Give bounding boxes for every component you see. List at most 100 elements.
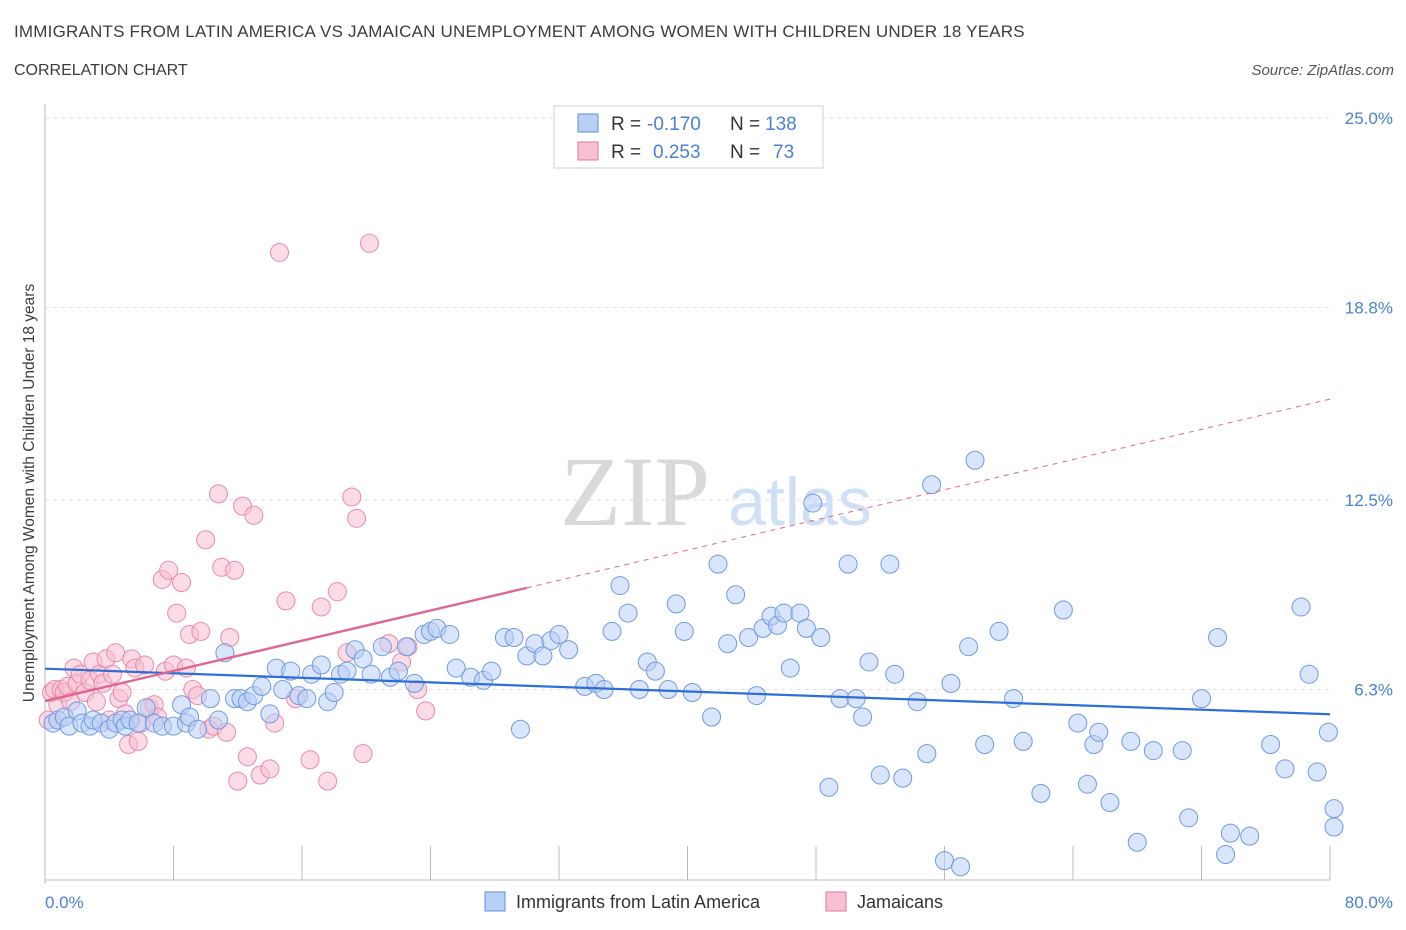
latin-america-point (446, 658, 466, 678)
series-legend: Immigrants from Latin America Jamaicans (484, 891, 943, 912)
latin-america-point (136, 698, 156, 718)
chart-source: Source: ZipAtlas.com (1251, 62, 1394, 79)
jamaican-point (112, 683, 132, 703)
points-layer (38, 233, 1344, 877)
jamaican-point (244, 505, 264, 525)
latin-america-point (1275, 759, 1295, 779)
jamaican-point (416, 701, 436, 721)
series-legend-label: Jamaicans (857, 892, 943, 912)
latin-america-point (297, 689, 317, 709)
jamaican-point (300, 750, 320, 770)
latin-america-point (504, 628, 524, 648)
latin-america-point (1068, 713, 1088, 733)
latin-america-point (281, 661, 301, 681)
latin-america-point (1179, 808, 1199, 828)
latin-america-point (1013, 731, 1033, 751)
y-tick-label: 18.8% (1345, 298, 1393, 317)
latin-america-point (645, 661, 665, 681)
chart-subtitle: CORRELATION CHART (14, 62, 188, 79)
jamaican-point (167, 603, 187, 623)
latin-america-point (838, 554, 858, 574)
latin-america-point (674, 621, 694, 641)
latin-america-point (774, 603, 794, 623)
latin-america-point (208, 710, 228, 730)
latin-america-point (1324, 799, 1344, 819)
latin-america-point (893, 768, 913, 788)
latin-america-point (1089, 722, 1109, 742)
x-tick-label: 0.0% (45, 893, 84, 912)
latin-america-point (819, 777, 839, 797)
jamaican-point (102, 664, 122, 684)
legend-n-value: 138 (765, 114, 797, 135)
latin-america-point (324, 683, 344, 703)
latin-america-point (404, 673, 424, 693)
latin-america-point (610, 576, 630, 596)
latin-america-point (188, 719, 208, 739)
latin-america-point (1031, 783, 1051, 803)
series-legend-swatch-blue (484, 891, 506, 912)
jamaican-point (237, 747, 257, 767)
latin-america-point (935, 851, 954, 871)
latin-america-point (1220, 823, 1240, 843)
jamaican-trend-line-projection (526, 398, 1331, 589)
latin-america-point (718, 634, 738, 654)
latin-america-point (1100, 793, 1120, 813)
latin-america-point (726, 585, 746, 605)
latin-america-point (1121, 731, 1141, 751)
y-tick-label: 6.3% (1354, 680, 1393, 699)
jamaican-point (347, 508, 367, 528)
latin-america-point (252, 676, 272, 696)
latin-america-point (739, 628, 759, 648)
latin-america-point (273, 679, 293, 699)
latin-america-point (975, 734, 995, 754)
latin-america-point (907, 692, 927, 712)
jamaican-point (135, 655, 155, 675)
latin-america-point (811, 628, 831, 648)
latin-america-point (1192, 689, 1211, 709)
latin-america-point (803, 493, 823, 513)
latin-america-point (549, 624, 569, 644)
legend-n-label: N = (730, 114, 760, 135)
legend-r-value: -0.170 (647, 114, 701, 135)
latin-america-point (533, 646, 553, 666)
chart-title: IMMIGRANTS FROM LATIN AMERICA VS JAMAICA… (14, 22, 1025, 41)
legend-swatch-blue (577, 113, 599, 133)
latin-america-point (1053, 600, 1073, 620)
latin-america-point (965, 450, 985, 470)
legend-r-label: R = (611, 142, 641, 163)
latin-america-point (618, 603, 638, 623)
jamaican-point (128, 731, 148, 751)
latin-america-point (559, 640, 579, 660)
latin-america-point (260, 704, 280, 724)
latin-america-point (1261, 734, 1281, 754)
jamaican-point (353, 744, 373, 764)
jamaican-point (318, 771, 338, 791)
latin-america-point (796, 618, 816, 638)
legend-r-label: R = (611, 114, 641, 135)
jamaican-point (208, 484, 228, 504)
latin-america-point (440, 624, 460, 644)
latin-america-point (1172, 741, 1192, 761)
y-tick-label: 12.5% (1345, 491, 1393, 510)
axes (44, 104, 1331, 884)
latin-america-point (917, 744, 937, 764)
latin-america-point (941, 673, 961, 693)
latin-america-point (388, 661, 408, 681)
legend-swatch-pink (577, 141, 599, 161)
grid-lines (45, 117, 1330, 690)
latin-america-point (870, 765, 890, 785)
latin-america-point (951, 857, 971, 877)
latin-america-point (885, 664, 905, 684)
latin-america-point (747, 686, 767, 706)
y-tick-label: 25.0% (1345, 109, 1393, 128)
latin-america-point (1127, 832, 1147, 852)
trend-lines (44, 398, 1331, 716)
jamaican-point (106, 643, 126, 663)
series-legend-swatch-pink (825, 891, 847, 912)
latin-america-point (361, 664, 381, 684)
latin-america-point (1318, 722, 1338, 742)
latin-america-trend-line (44, 667, 1331, 716)
latin-america-point (1004, 689, 1024, 709)
latin-america-point (708, 554, 728, 574)
latin-america-point (1208, 628, 1228, 648)
